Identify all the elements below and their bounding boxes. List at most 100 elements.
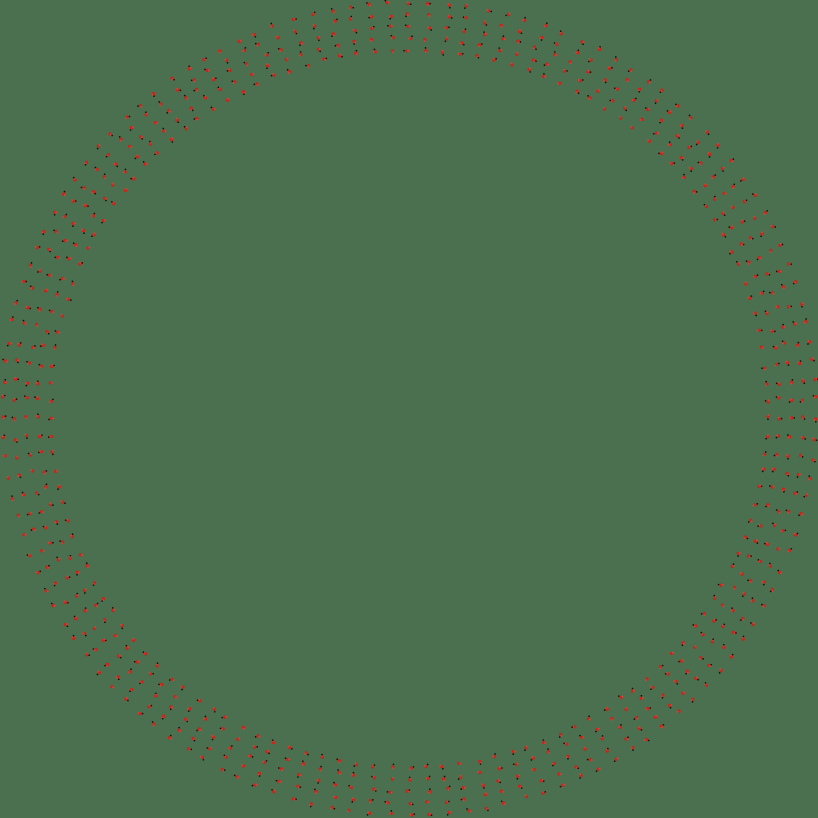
dot	[667, 703, 673, 709]
dot	[24, 414, 28, 420]
dot	[603, 706, 609, 711]
dot	[35, 380, 40, 386]
dot	[130, 176, 136, 181]
dot	[785, 471, 790, 477]
dot	[115, 675, 120, 681]
dot	[70, 533, 74, 539]
dot	[579, 773, 583, 779]
dot	[196, 727, 202, 732]
dot	[697, 161, 703, 166]
dot	[457, 774, 463, 780]
dot	[311, 11, 316, 16]
dot	[761, 580, 767, 586]
dot	[408, 35, 413, 41]
dot	[257, 771, 262, 777]
dot	[44, 288, 48, 293]
dot	[66, 297, 72, 302]
dot	[405, 789, 411, 793]
dot	[387, 24, 393, 28]
dot	[769, 248, 773, 253]
dot	[729, 158, 735, 163]
dot	[577, 78, 584, 83]
dot	[173, 694, 177, 699]
dot	[624, 736, 629, 741]
dot	[54, 330, 61, 334]
dot	[409, 766, 415, 771]
dot	[762, 451, 767, 457]
dot	[250, 72, 255, 77]
dot	[730, 607, 735, 613]
dot	[128, 144, 132, 149]
dot	[739, 572, 744, 576]
dot	[46, 247, 52, 253]
dot	[797, 360, 802, 366]
dot	[766, 414, 770, 421]
dot	[607, 66, 613, 71]
dot	[530, 755, 535, 761]
dot	[90, 212, 96, 218]
dot	[252, 744, 259, 749]
dot	[352, 39, 356, 45]
dot	[566, 754, 570, 760]
dot	[406, 1, 412, 6]
dot	[477, 43, 483, 48]
dot	[600, 735, 604, 741]
dot	[614, 56, 618, 62]
dot	[313, 788, 318, 795]
dot	[330, 8, 335, 14]
dot	[154, 692, 158, 698]
dot	[405, 12, 409, 18]
dot	[169, 137, 174, 143]
dot	[446, 785, 451, 791]
dot	[543, 62, 550, 66]
dot	[575, 89, 580, 95]
dot	[798, 453, 804, 458]
dot	[515, 774, 520, 780]
dot	[284, 57, 289, 62]
dot	[787, 547, 793, 553]
dot	[675, 133, 680, 139]
dot	[104, 662, 110, 667]
dot	[223, 754, 228, 759]
dot	[712, 195, 717, 201]
dot	[15, 358, 20, 364]
dot	[757, 559, 763, 564]
dot	[168, 677, 175, 682]
dot	[1, 434, 6, 440]
dot	[206, 746, 212, 751]
dot	[46, 273, 53, 277]
dot	[92, 581, 97, 587]
dot	[631, 97, 637, 102]
dot	[789, 416, 796, 420]
dot	[500, 800, 506, 806]
dot	[757, 484, 763, 489]
dot	[446, 810, 452, 816]
dot	[793, 532, 799, 537]
dot	[728, 225, 734, 230]
dot	[505, 12, 511, 17]
dot	[447, 14, 453, 19]
dot	[388, 14, 393, 20]
dot	[688, 166, 693, 172]
dot	[322, 57, 328, 61]
dot	[137, 103, 143, 108]
dot	[37, 434, 43, 439]
dot	[637, 87, 642, 93]
dot	[337, 769, 341, 775]
dot	[118, 136, 123, 142]
dot	[202, 94, 208, 100]
dot	[781, 487, 786, 493]
dot	[22, 319, 27, 325]
dot	[639, 694, 644, 701]
dot	[113, 162, 119, 168]
dot	[162, 127, 167, 133]
dot	[167, 734, 172, 740]
dot	[47, 434, 53, 439]
dot	[786, 434, 792, 439]
dot	[501, 35, 506, 41]
dot	[64, 518, 70, 523]
dot	[299, 41, 304, 47]
dot	[34, 245, 41, 250]
